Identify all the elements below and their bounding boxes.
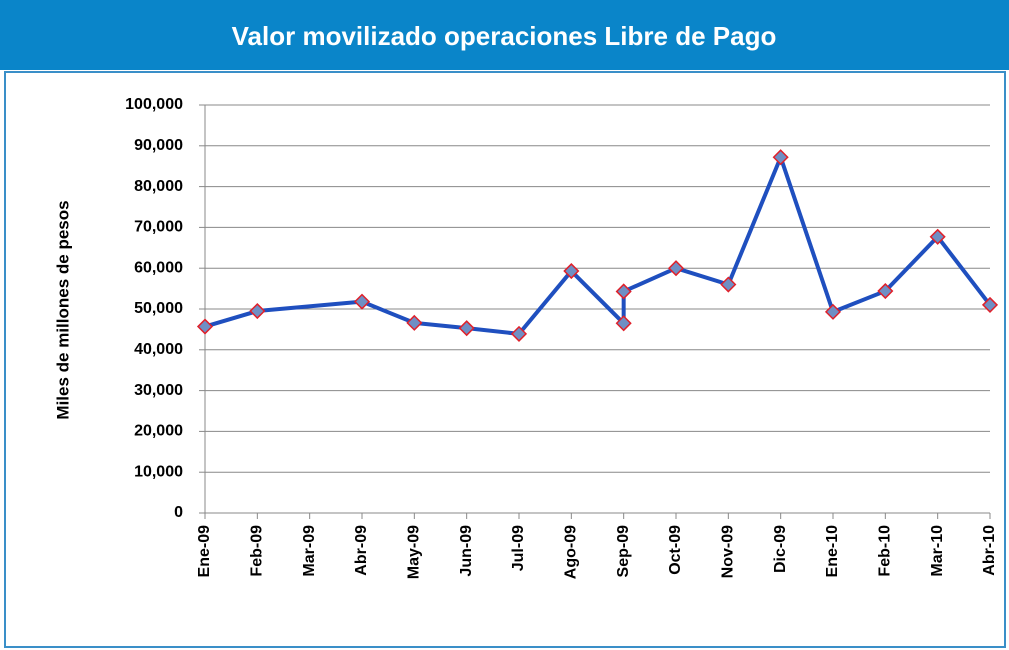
y-tick-label: 30,000	[134, 382, 183, 399]
x-tick-label: Jun-09	[458, 525, 475, 577]
chart-frame	[4, 71, 1006, 648]
y-tick-label: 100,000	[125, 96, 183, 113]
y-tick-label: 70,000	[134, 219, 183, 236]
marker	[772, 149, 789, 166]
y-tick-label: 40,000	[134, 341, 183, 358]
y-tick-label: 80,000	[134, 178, 183, 195]
marker	[458, 320, 475, 337]
y-tick-label: 90,000	[134, 137, 183, 154]
y-tick-label: 0	[174, 504, 183, 521]
marker	[981, 296, 999, 313]
marker	[196, 318, 214, 335]
x-tick-label: Ene-10	[824, 525, 841, 578]
x-tick-label: Mar-10	[929, 525, 946, 577]
marker	[353, 293, 371, 310]
y-tick-label: 50,000	[134, 300, 183, 317]
x-tick-label: Dic-09	[772, 525, 789, 573]
y-tick-label: 20,000	[134, 423, 183, 440]
x-tick-label: Feb-10	[877, 525, 894, 577]
y-tick-label: 10,000	[134, 463, 183, 480]
x-tick-label: Ago-09	[563, 525, 580, 579]
x-tick-label: Abr-09	[353, 525, 370, 576]
x-tick-label: May-09	[406, 525, 423, 579]
y-axis-title: Miles de millones de pesos	[53, 200, 72, 419]
marker	[667, 260, 685, 277]
y-tick-label: 60,000	[134, 259, 183, 276]
chart-title: Valor movilizado operaciones Libre de Pa…	[232, 21, 777, 51]
x-tick-label: Nov-09	[720, 525, 737, 578]
marker	[929, 228, 946, 245]
x-tick-label: Abr-10	[981, 525, 998, 576]
x-tick-label: Sep-09	[615, 525, 632, 578]
marker	[615, 315, 632, 332]
marker	[510, 325, 528, 342]
marker	[563, 262, 580, 280]
marker	[406, 314, 423, 331]
x-tick-label: Oct-09	[667, 525, 684, 575]
x-tick-label: Feb-09	[249, 525, 266, 577]
marker	[877, 282, 894, 300]
x-tick-label: Ene-09	[196, 525, 213, 578]
x-tick-label: Jul-09	[510, 525, 527, 571]
x-tick-label: Mar-09	[301, 525, 318, 577]
series-line	[204, 155, 992, 336]
title-bar	[0, 0, 1009, 70]
marker	[824, 303, 842, 320]
marker	[249, 302, 266, 320]
marker	[720, 276, 737, 293]
marker	[615, 283, 632, 300]
